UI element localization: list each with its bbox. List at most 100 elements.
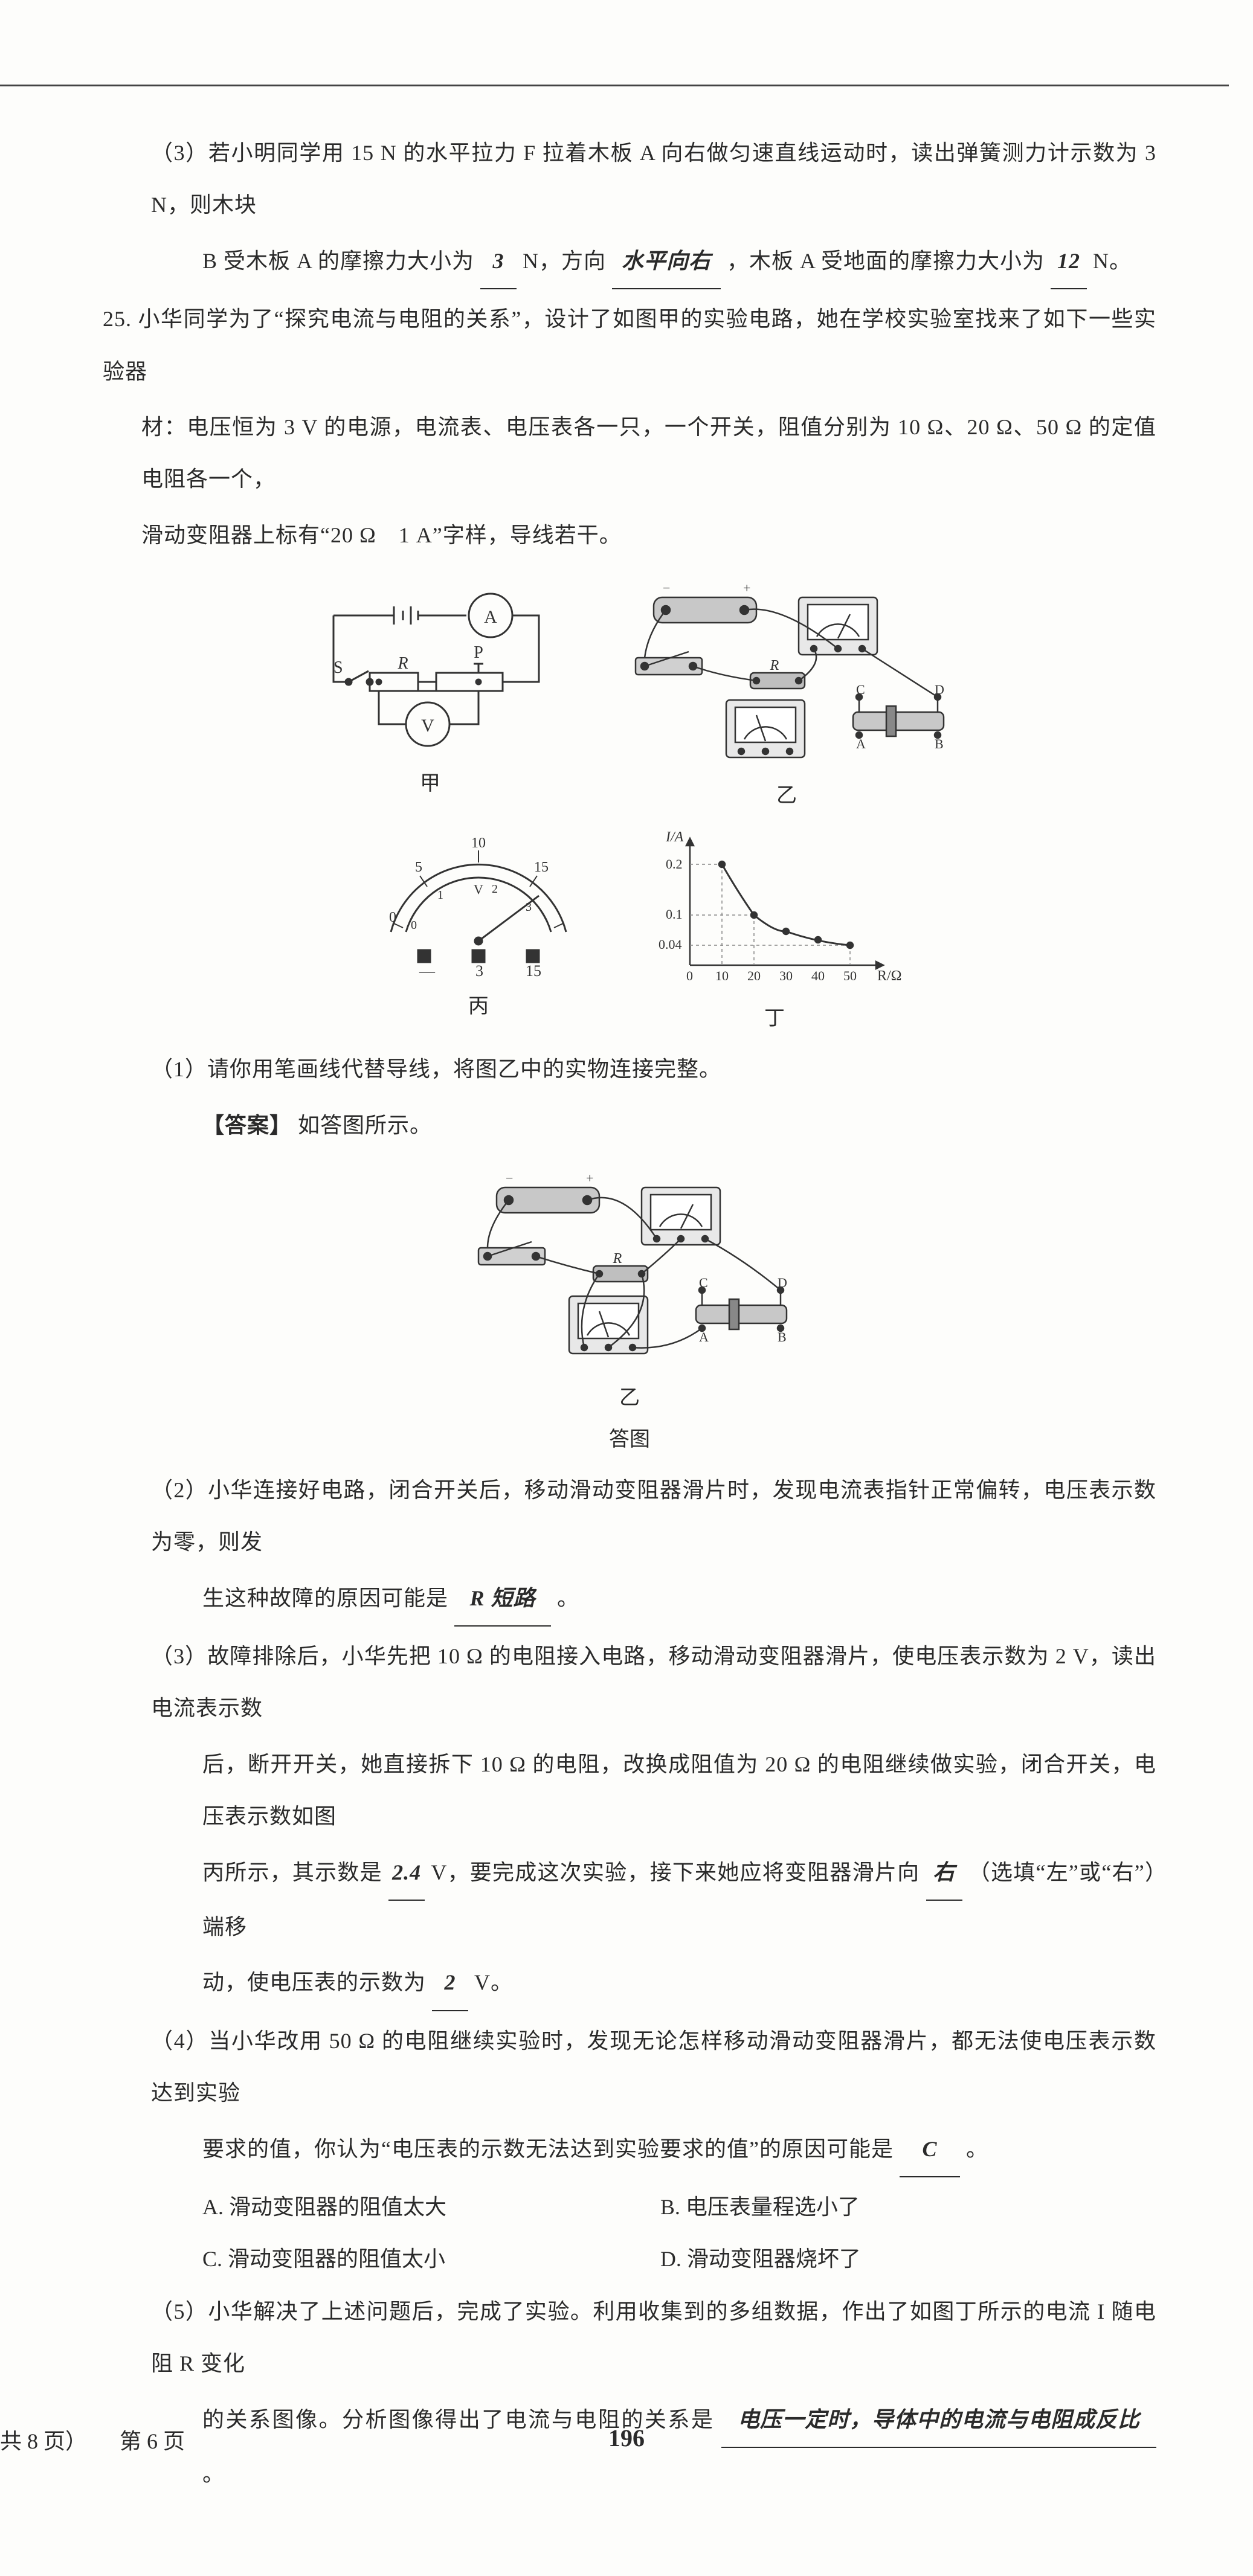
q25-intro1: 小华同学为了“探究电流与电阻的关系”，设计了如图甲的实验电路，她在学校实验室找来…: [103, 307, 1156, 383]
svg-text:0.1: 0.1: [666, 907, 683, 922]
svg-text:A: A: [484, 607, 497, 627]
q25-3-line4: 动，使电压表的示数为 2 V。: [103, 1956, 1156, 2011]
svg-text:0.04: 0.04: [659, 937, 682, 952]
svg-text:1: 1: [437, 888, 443, 902]
svg-text:50: 50: [843, 968, 857, 983]
svg-text:R: R: [613, 1251, 622, 1267]
q24-3-line1: （3）若小明同学用 15 N 的水平拉力 F 拉着木板 A 向右做匀速直线运动时…: [103, 127, 1156, 231]
svg-text:D: D: [935, 682, 944, 697]
svg-text:30: 30: [779, 968, 793, 983]
label-bing: 丙: [358, 989, 599, 1019]
svg-text:20: 20: [747, 968, 761, 983]
q24-3-ans1: 3: [480, 235, 517, 289]
q25-5-line1: （5）小华解决了上述问题后，完成了实验。利用收集到的多组数据，作出了如图丁所示的…: [103, 2285, 1156, 2390]
apparatus-answer-icon: − + R: [454, 1169, 805, 1375]
q25-3-prefix: 丙所示，其示数是: [202, 1860, 382, 1884]
svg-text:40: 40: [811, 968, 825, 983]
svg-text:S: S: [333, 658, 343, 677]
svg-text:10: 10: [715, 968, 729, 983]
label-jia: 甲: [297, 766, 563, 796]
q25-2-suffix: 。: [557, 1586, 579, 1610]
svg-text:C: C: [856, 682, 865, 697]
answer-text: 如答图所示。: [298, 1113, 432, 1137]
label-yi: 乙: [611, 779, 962, 808]
figure-row-2: 0 5 10 15 0 1 2 3 V — 3: [103, 826, 1156, 1031]
q24-3-ans2: 水平向右: [612, 235, 721, 289]
svg-text:5: 5: [415, 859, 422, 875]
ir-graph-icon: R/Ω I/A 0.2 0.1 0.04 0: [648, 826, 901, 995]
voltmeter-face-icon: 0 5 10 15 0 1 2 3 V — 3: [358, 826, 599, 983]
figure-row-1: A P R S: [103, 579, 1156, 808]
label-ding: 丁: [648, 1001, 901, 1031]
page-content: （3）若小明同学用 15 N 的水平拉力 F 拉着木板 A 向右做匀速直线运动时…: [0, 0, 1253, 2576]
footer-page-number: 196: [608, 2424, 645, 2452]
q25-2-line1: （2）小华连接好电路，闭合开关后，移动滑动变阻器滑片时，发现电流表指针正常偏转，…: [103, 1464, 1156, 1569]
svg-text:—: —: [419, 962, 436, 980]
option-b: B. 电压表量程选小了: [660, 2181, 1118, 2233]
q25-3-line1: （3）故障排除后，小华先把 10 Ω 的电阻接入电路，移动滑动变阻器滑片，使电压…: [103, 1630, 1156, 1735]
q24-3-unit2: N。: [1093, 249, 1132, 273]
q25-2-line2: 生这种故障的原因可能是 R 短路 。: [103, 1572, 1156, 1627]
svg-text:15: 15: [534, 859, 549, 875]
q24-3-unit1: N，方向: [523, 249, 606, 273]
q25-intro-line2: 材：电压恒为 3 V 的电源，电流表、电压表各一只，一个开关，阻值分别为 10 …: [103, 401, 1156, 506]
q24-3-line2: B 受木板 A 的摩擦力大小为 3 N，方向 水平向右 ，木板 A 受地面的摩擦…: [103, 235, 1156, 289]
svg-text:+: +: [586, 1171, 593, 1186]
svg-text:R/Ω: R/Ω: [877, 968, 901, 984]
q25-intro-line1: 25. 小华同学为了“探究电流与电阻的关系”，设计了如图甲的实验电路，她在学校实…: [103, 293, 1156, 397]
svg-text:0: 0: [411, 919, 417, 932]
page-footer: 共 8 页） 第 6 页 196: [0, 2424, 1253, 2455]
header-rule: [0, 85, 1229, 86]
svg-text:+: +: [743, 580, 750, 596]
svg-text:15: 15: [526, 962, 541, 980]
q25-3-ans2: 右: [926, 1846, 962, 1901]
label-yi-2: 乙: [454, 1381, 805, 1410]
q25-4-options: A. 滑动变阻器的阻值太大 B. 电压表量程选小了 C. 滑动变阻器的阻值太小 …: [103, 2181, 1156, 2285]
svg-text:C: C: [699, 1275, 708, 1290]
q25-3-ans3: 2: [432, 1956, 468, 2011]
svg-text:0.2: 0.2: [666, 856, 683, 872]
svg-text:B: B: [935, 736, 944, 751]
option-a: A. 滑动变阻器的阻值太大: [202, 2181, 660, 2233]
figure-answer-row: − + R: [103, 1169, 1156, 1452]
q25-3-line4-prefix: 动，使电压表的示数为: [202, 1970, 426, 1994]
q25-2-ans: R 短路: [454, 1572, 551, 1627]
q24-3-prefix: B 受木板 A 的摩擦力大小为: [202, 249, 474, 273]
svg-text:2: 2: [492, 882, 498, 896]
q24-3-ans3: 12: [1051, 235, 1087, 289]
footer-left: 共 8 页） 第 6 页: [0, 2424, 185, 2455]
q25-number: 25.: [103, 293, 132, 345]
q25-1-answer: 【答案】 如答图所示。: [103, 1099, 1156, 1151]
svg-text:3: 3: [475, 962, 483, 980]
q25-4-line2: 要求的值，你认为“电压表的示数无法达到实验要求的值”的原因可能是 C 。: [103, 2123, 1156, 2177]
svg-text:R: R: [397, 654, 408, 673]
svg-text:A: A: [699, 1329, 709, 1344]
q25-3-line3: 丙所示，其示数是 2.4 V，要完成这次实验，接下来她应将变阻器滑片向 右 （选…: [103, 1846, 1156, 1953]
svg-text:P: P: [474, 643, 483, 662]
svg-text:0: 0: [686, 968, 693, 983]
svg-text:B: B: [778, 1329, 787, 1344]
svg-text:V: V: [421, 716, 434, 736]
q25-4-suffix: 。: [966, 2137, 988, 2161]
figure-answer: − + R: [454, 1169, 805, 1452]
svg-text:10: 10: [471, 835, 486, 851]
q25-5-suffix: 。: [202, 2462, 225, 2486]
q25-4-line1: （4）当小华改用 50 Ω 的电阻继续实验时，发现无论怎样移动滑动变阻器滑片，都…: [103, 2015, 1156, 2119]
q25-4-ans: C: [900, 2123, 960, 2177]
q25-3-ans1: 2.4: [388, 1846, 425, 1901]
svg-text:0: 0: [389, 910, 396, 925]
q25-3-suffix: V。: [474, 1970, 513, 1994]
svg-text:V: V: [474, 882, 483, 897]
svg-text:−: −: [506, 1171, 513, 1186]
q25-intro-line3: 滑动变阻器上标有“20 Ω 1 A”字样，导线若干。: [103, 509, 1156, 561]
svg-text:R: R: [770, 658, 779, 673]
apparatus-yi-icon: − +: [611, 579, 962, 772]
figure-bing: 0 5 10 15 0 1 2 3 V — 3: [358, 826, 599, 1031]
q25-1: （1）请你用笔画线代替导线，将图乙中的实物连接完整。: [103, 1043, 1156, 1095]
svg-text:A: A: [856, 736, 866, 751]
figure-ding: R/Ω I/A 0.2 0.1 0.04 0: [648, 826, 901, 1031]
q25-2-prefix: 生这种故障的原因可能是: [202, 1586, 448, 1610]
q25-4-prefix: 要求的值，你认为“电压表的示数无法达到实验要求的值”的原因可能是: [202, 2137, 894, 2161]
label-answer-fig: 答图: [454, 1422, 805, 1452]
option-d: D. 滑动变阻器烧坏了: [660, 2233, 1118, 2285]
